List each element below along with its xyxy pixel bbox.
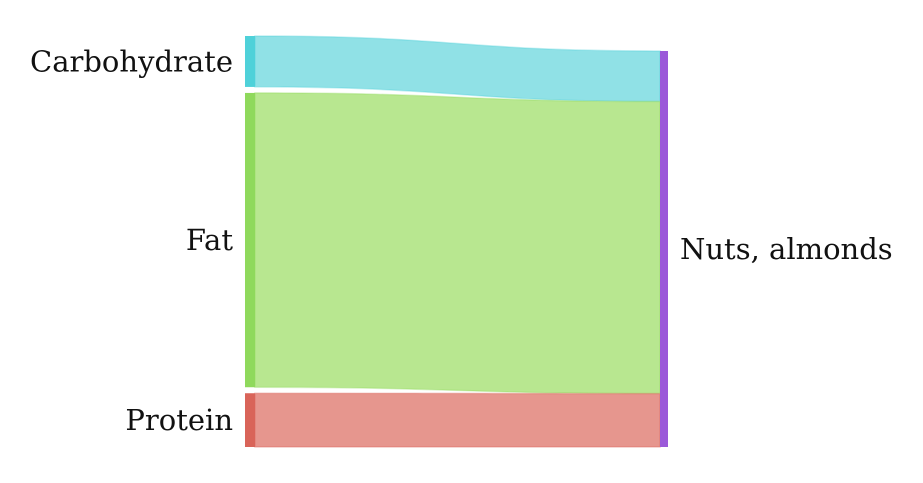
labels-layer: Carbohydrate Fat Protein Nuts, almonds <box>30 44 893 437</box>
link-fat-to-almonds <box>254 92 661 395</box>
node-protein <box>245 393 255 447</box>
links-layer <box>254 35 661 448</box>
node-almonds <box>660 51 668 447</box>
node-label-fat: Fat <box>186 223 233 257</box>
link-carb-to-almonds <box>254 35 661 103</box>
node-label-almonds: Nuts, almonds <box>680 232 893 266</box>
node-label-protein: Protein <box>125 403 233 437</box>
node-label-carb: Carbohydrate <box>30 44 233 78</box>
node-carb <box>245 36 255 87</box>
link-protein-to-almonds <box>254 392 661 448</box>
node-fat <box>245 92 255 388</box>
nodes-layer <box>245 36 668 447</box>
